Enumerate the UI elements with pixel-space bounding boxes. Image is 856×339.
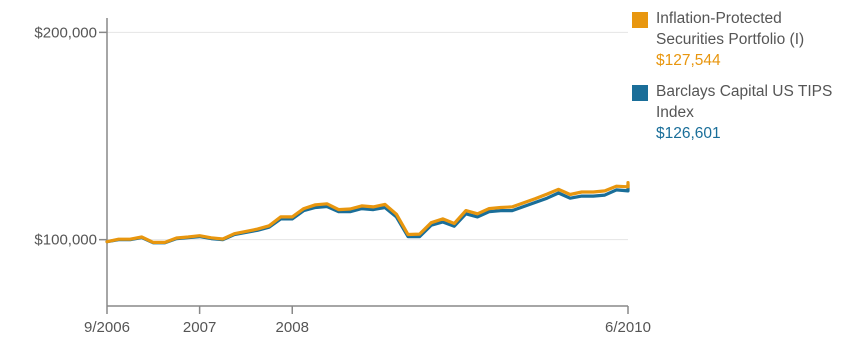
legend-swatch-portfolio	[632, 12, 648, 28]
series-line-inflation-protected-securities-portfolio-i	[105, 181, 630, 244]
chart-tick-labels: $100,000 $200,000 9/2006 2007 2008 6/2010	[34, 24, 651, 336]
chart-series	[105, 181, 630, 245]
chart-grid	[107, 31, 628, 241]
x-tick-label-0: 9/2006	[84, 319, 130, 336]
legend-label-portfolio: Inflation-Protected Securities Portfolio…	[656, 10, 805, 48]
y-tick-label-1: $200,000	[34, 24, 97, 41]
y-tick-label-0: $100,000	[34, 232, 97, 249]
legend-label-index: Barclays Capital US TIPS Index	[656, 83, 833, 121]
legend-item-index: Barclays Capital US TIPS Index $126,601	[632, 81, 852, 144]
x-tick-label-3: 6/2010	[605, 319, 651, 336]
chart-axes	[99, 18, 629, 314]
x-tick-label-2: 2008	[276, 319, 309, 336]
legend-item-portfolio: Inflation-Protected Securities Portfolio…	[632, 8, 852, 71]
legend-value-index: $126,601	[656, 125, 721, 142]
x-tick-label-1: 2007	[183, 319, 216, 336]
legend-value-portfolio: $127,544	[656, 52, 721, 69]
legend-swatch-index	[632, 85, 648, 101]
chart-legend: Inflation-Protected Securities Portfolio…	[632, 8, 852, 154]
